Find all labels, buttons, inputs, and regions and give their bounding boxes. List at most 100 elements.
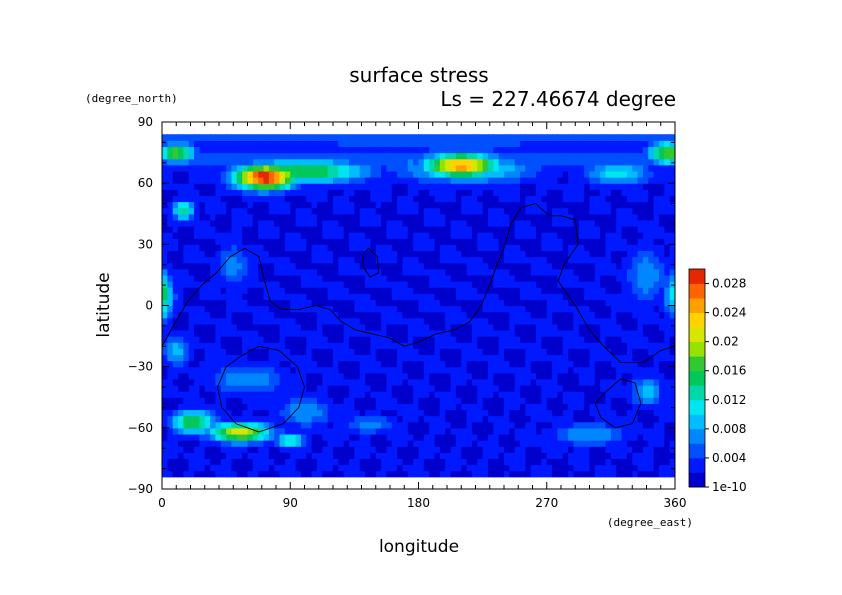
heatmap-cell (306, 464, 313, 472)
heatmap-cell (210, 329, 217, 337)
heatmap-cell (626, 250, 633, 258)
heatmap-cell (258, 415, 265, 423)
heatmap-cell (509, 158, 516, 166)
heatmap-cell (215, 274, 222, 282)
x-axis-label: longitude (379, 537, 459, 557)
heatmap-cell (274, 262, 281, 270)
heatmap-cell (434, 305, 441, 313)
heatmap-cell (252, 152, 259, 160)
heatmap-cell (274, 464, 281, 472)
heatmap-cell (407, 189, 414, 196)
heatmap-cell (402, 378, 409, 386)
heatmap-cell (199, 256, 206, 264)
heatmap-cell (471, 152, 478, 160)
heatmap-cell (375, 305, 382, 313)
heatmap-cell (525, 256, 532, 264)
heatmap-cell (178, 421, 184, 429)
heatmap-cell (268, 256, 275, 264)
heatmap-cell (284, 348, 291, 356)
heatmap-cell (204, 140, 211, 148)
heatmap-cell (386, 397, 393, 404)
heatmap-cell (274, 170, 281, 178)
heatmap-cell (407, 232, 414, 239)
heatmap-cell (445, 342, 452, 349)
heatmap-cell (300, 409, 307, 417)
heatmap-cell (514, 342, 521, 349)
heatmap-cell (172, 464, 179, 472)
heatmap-cell (509, 317, 516, 325)
heatmap-cell (632, 232, 639, 239)
heatmap-cell (359, 250, 366, 258)
heatmap-cell (327, 348, 334, 356)
heatmap-cell (268, 250, 275, 258)
heatmap-cell (199, 440, 206, 447)
heatmap-cell (252, 274, 259, 282)
heatmap-cell (178, 219, 184, 227)
heatmap-cell (455, 446, 462, 453)
heatmap-cell (471, 299, 478, 307)
heatmap-cell (610, 366, 617, 374)
heatmap-cell (562, 232, 569, 239)
heatmap-cell (493, 140, 500, 148)
heatmap-cell (632, 262, 639, 270)
heatmap-cell (541, 354, 548, 362)
heatmap-cell (445, 464, 452, 472)
heatmap-cell (210, 134, 217, 141)
heatmap-cell (263, 317, 270, 325)
heatmap-cell (600, 256, 607, 264)
heatmap-cell (429, 360, 436, 368)
heatmap-cell (504, 366, 510, 374)
heatmap-cell (429, 256, 436, 264)
heatmap-cell (504, 385, 510, 392)
heatmap-cell (487, 256, 494, 264)
heatmap-cell (546, 458, 553, 466)
heatmap-cell (172, 183, 179, 190)
heatmap-cell (247, 452, 254, 460)
heatmap-cell (557, 391, 564, 398)
heatmap-cell (220, 262, 227, 270)
heatmap-cell (493, 201, 500, 209)
heatmap-cell (455, 146, 462, 154)
heatmap-cell (178, 183, 184, 190)
heatmap-cell (610, 317, 617, 325)
heatmap-cell (327, 372, 334, 380)
heatmap-cell (263, 372, 270, 380)
heatmap-cell (252, 452, 259, 460)
heatmap-cell (391, 152, 398, 160)
heatmap-cell (418, 372, 425, 380)
heatmap-cell (450, 391, 457, 398)
heatmap-cell (525, 244, 532, 252)
heatmap-cell (568, 299, 575, 307)
heatmap-cell (498, 201, 505, 209)
heatmap-cell (343, 177, 350, 184)
heatmap-cell (418, 397, 425, 404)
heatmap-cell (445, 189, 452, 196)
heatmap-cell (568, 244, 575, 252)
heatmap-cell (520, 329, 526, 337)
heatmap-cell (386, 274, 393, 282)
heatmap-cell (316, 238, 323, 245)
heatmap-cell (322, 366, 329, 374)
heatmap-cell (471, 409, 478, 417)
heatmap-cell (466, 397, 473, 404)
heatmap-cell (231, 433, 238, 441)
heatmap-cell (434, 342, 441, 349)
heatmap-cell (306, 366, 313, 374)
heatmap-cell (220, 415, 227, 423)
heatmap-cell (263, 183, 270, 190)
heatmap-cell (407, 219, 414, 227)
heatmap-cell (279, 207, 286, 215)
heatmap-cell (242, 170, 249, 178)
heatmap-cell (407, 170, 414, 178)
heatmap-cell (423, 219, 430, 227)
heatmap-cell (220, 177, 227, 184)
heatmap-cell (162, 440, 168, 447)
heatmap-cell (215, 440, 222, 447)
heatmap-cell (295, 317, 302, 325)
heatmap-cell (210, 256, 217, 264)
heatmap-cell (327, 385, 334, 392)
heatmap-cell (493, 323, 500, 331)
heatmap-cell (178, 433, 184, 441)
heatmap-cell (578, 458, 585, 466)
heatmap-cell (616, 225, 623, 233)
